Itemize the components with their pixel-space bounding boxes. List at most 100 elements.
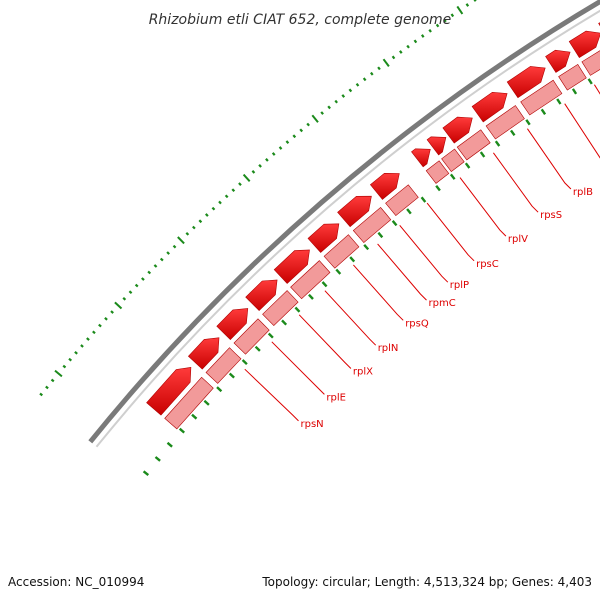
ruler-minor-tick (62, 364, 67, 369)
inner-ruler-tick (154, 456, 161, 462)
gene-feature (262, 290, 299, 327)
cds-feature (307, 223, 340, 253)
ruler-minor-tick (278, 146, 283, 150)
ruler-minor-tick (265, 158, 269, 162)
gene-label[interactable]: rpmC (429, 298, 456, 309)
gene-label[interactable]: rpsN (301, 419, 324, 430)
gene-label[interactable]: rplP (450, 280, 469, 291)
ruler-major-tick (311, 114, 319, 123)
ruler-minor-tick (192, 225, 196, 230)
ruler-minor-tick (406, 44, 410, 49)
ruler-minor-tick (285, 140, 290, 144)
cds-feature (506, 66, 546, 99)
ruler-minor-tick (185, 232, 190, 236)
inner-ruler-tick (228, 372, 235, 379)
ruler-minor-tick (39, 392, 44, 397)
inner-ruler-tick (571, 88, 578, 95)
gene-label[interactable]: rplX (353, 367, 373, 378)
gene-label[interactable]: rplE (326, 392, 346, 403)
ruler-minor-tick (271, 152, 276, 156)
inner-ruler-tick (449, 173, 456, 180)
gene-feature (323, 234, 360, 269)
inner-ruler-tick (166, 441, 173, 448)
inner-ruler-tick (335, 268, 342, 275)
gene-label[interactable]: rpsC (476, 259, 499, 270)
genome-backbone (88, 0, 600, 448)
ruler-minor-tick (473, 0, 477, 2)
gene-label-leader (399, 224, 449, 283)
gene-feature (558, 63, 587, 91)
ruler-minor-tick (45, 385, 49, 390)
gene-label-leader (377, 243, 427, 301)
cds-feature (245, 279, 278, 312)
cds-feature (568, 30, 600, 59)
ruler-minor-tick (465, 3, 470, 7)
cds-feature (216, 308, 249, 341)
ruler-minor-tick (50, 378, 55, 383)
gene-label[interactable]: rpsQ (405, 318, 429, 329)
inner-ruler-tick (321, 281, 328, 288)
ruler-minor-tick (428, 28, 432, 33)
ruler-minor-tick (218, 200, 222, 205)
ruler-minor-tick (320, 111, 324, 115)
gene-feature (385, 184, 419, 217)
cds-feature (545, 49, 571, 73)
inner-ruler-tick (420, 196, 427, 203)
inner-ruler-tick (178, 427, 185, 434)
backbone-line (88, 0, 600, 444)
cds-feature (442, 116, 473, 144)
inner-ruler-tick (540, 108, 547, 115)
ruler-minor-tick (128, 290, 133, 295)
inner-ruler-tick (525, 119, 531, 126)
ruler-minor-tick (334, 99, 338, 104)
gene-label-layer: tufB2rpsJrplCrplDrplWrplBrpsSrplVrpsCrpl… (244, 84, 600, 430)
ruler-minor-tick (198, 219, 203, 224)
backbone-highlight (95, 9, 600, 448)
gene-label[interactable]: rplV (508, 234, 528, 245)
gene-feature (485, 105, 525, 140)
ruler-minor-tick (205, 213, 209, 217)
ruler-minor-tick (74, 350, 78, 355)
cds-track (146, 22, 600, 416)
ruler-major-tick (114, 301, 123, 310)
inner-ruler-tick (308, 293, 314, 300)
inner-ruler-tick (464, 162, 471, 169)
ruler-minor-tick (110, 310, 114, 314)
ruler-minor-tick (292, 134, 297, 139)
gene-feature (205, 347, 242, 384)
gene-label-leader (426, 202, 475, 262)
ruler-minor-tick (98, 323, 102, 328)
ruler-minor-tick (435, 23, 440, 28)
gene-track (164, 50, 600, 430)
inner-ruler-tick (216, 386, 223, 393)
inner-ruler-tick (254, 345, 261, 352)
inner-ruler-tick (203, 399, 210, 406)
gene-label-leader (298, 314, 352, 369)
ruler-minor-tick (166, 251, 170, 255)
ruler-minor-tick (341, 94, 346, 98)
ruler-minor-tick (362, 77, 367, 82)
inner-ruler-tick (510, 129, 516, 136)
gene-label-leader (271, 341, 325, 395)
ruler-minor-tick (238, 182, 242, 186)
cds-feature (337, 195, 372, 228)
inner-ruler-tick (363, 244, 370, 251)
ruler-minor-tick (147, 270, 152, 275)
gene-label-leader (324, 290, 377, 346)
ruler-minor-tick (134, 283, 139, 288)
gene-feature (425, 160, 450, 184)
gene-label[interactable]: rpsS (540, 210, 562, 221)
cds-feature (411, 148, 431, 168)
ruler-minor-tick (80, 344, 84, 348)
gene-label[interactable]: rplB (573, 187, 593, 198)
gene-label[interactable]: rplN (378, 343, 399, 354)
inner-ruler-tick (377, 231, 384, 239)
ruler-minor-tick (153, 264, 158, 268)
gene-feature (456, 129, 491, 161)
ruler-minor-tick (399, 50, 403, 54)
gene-feature (581, 50, 600, 76)
ruler-minor-tick (104, 316, 108, 321)
gene-label-leader (459, 177, 507, 237)
